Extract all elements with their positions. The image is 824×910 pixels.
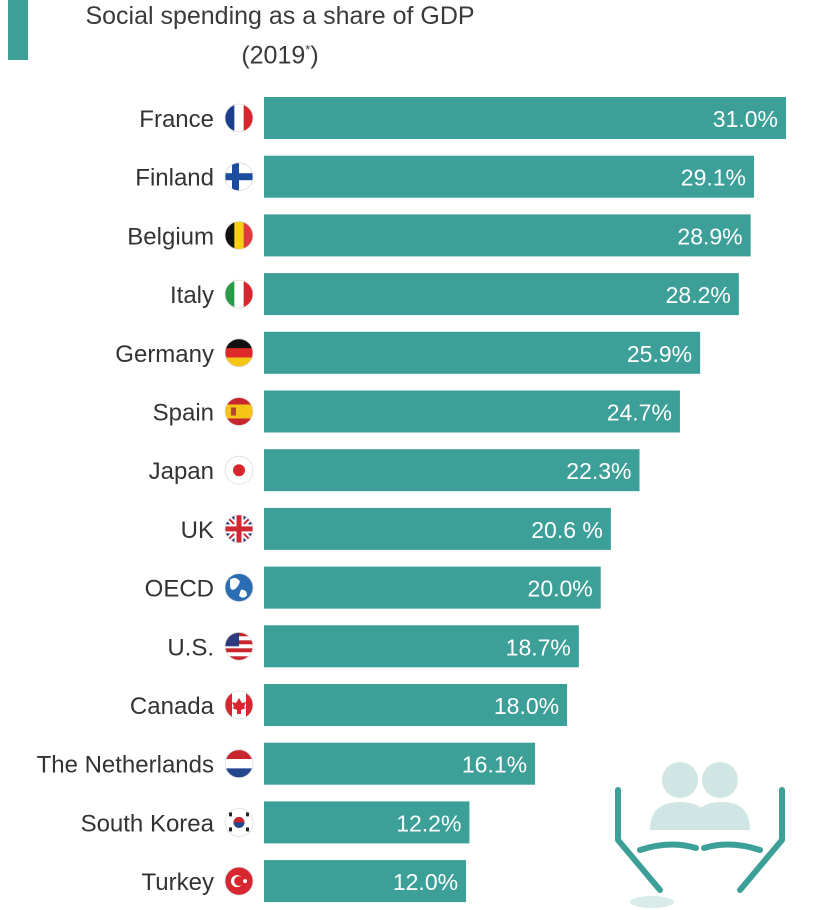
flag-uk-icon [224, 514, 254, 544]
data-label: 20.6 % [531, 517, 603, 543]
flag-finland-icon [224, 162, 254, 192]
category-label: OECD [145, 576, 214, 603]
chart-subtitle: (2019*) [40, 33, 520, 72]
subtitle-footnote-mark: * [305, 42, 311, 57]
category-label: Turkey [142, 869, 214, 896]
data-label: 18.0% [494, 693, 559, 719]
category-label: Spain [153, 400, 214, 427]
flag-spain-icon [224, 397, 254, 426]
data-label: 16.1% [462, 752, 527, 778]
category-label: U.S. [167, 634, 214, 661]
category-label: Finland [135, 165, 214, 192]
bar-11 [264, 684, 568, 726]
data-label: 31.0% [713, 106, 778, 132]
data-label: 28.9% [677, 223, 742, 249]
category-label: Japan [149, 458, 214, 485]
data-label: 22.3% [566, 458, 631, 484]
title-accent-bar [8, 0, 28, 60]
category-label: The Netherlands [37, 752, 214, 779]
flag-france-icon [224, 103, 254, 133]
data-label: 12.2% [396, 810, 461, 836]
bar-5 [264, 331, 701, 374]
bar-2 [264, 155, 755, 198]
flag-turkey-icon [224, 866, 254, 896]
flag-italy-icon [224, 279, 254, 309]
globe-icon [224, 573, 254, 602]
data-label: 18.7% [506, 634, 571, 660]
bar-3 [264, 214, 751, 257]
bar-4 [264, 273, 739, 316]
category-label: Belgium [127, 223, 214, 250]
flag-japan-icon [224, 455, 254, 485]
data-label: 24.7% [607, 400, 672, 426]
bar-14 [264, 860, 467, 903]
bar-6 [264, 390, 680, 433]
category-label: South Korea [81, 810, 215, 837]
category-label: Germany [115, 341, 214, 368]
subtitle-year: (2019 [241, 41, 306, 70]
bar-8 [264, 507, 611, 550]
data-label: 20.0% [528, 576, 593, 602]
flag-germany-icon [224, 338, 254, 368]
bar-13 [264, 801, 470, 844]
data-label: 12.0% [393, 869, 458, 895]
flag-south-korea-icon [224, 808, 254, 837]
bar-9 [264, 566, 601, 609]
people-hands-illustration [615, 762, 785, 908]
flag-canada-icon [224, 690, 254, 720]
chart-title-main: Social spending as a share of GDP [85, 2, 475, 30]
flag-us-icon [224, 631, 254, 661]
data-label: 25.9% [627, 341, 692, 367]
flag-belgium-icon [224, 220, 254, 250]
data-label: 29.1% [681, 165, 746, 191]
bar-7 [264, 449, 640, 492]
bar-12 [264, 742, 536, 785]
category-label: Italy [170, 282, 214, 309]
chart-title: Social spending as a share of GDP (2019*… [40, 0, 520, 72]
bar-1 [264, 97, 786, 139]
category-label: UK [181, 517, 214, 544]
subtitle-close: ) [310, 41, 319, 70]
category-label: France [139, 106, 214, 133]
category-label: Canada [130, 693, 215, 720]
flag-netherlands-icon [224, 749, 254, 779]
data-label: 28.2% [666, 282, 731, 308]
bar-10 [264, 625, 579, 668]
